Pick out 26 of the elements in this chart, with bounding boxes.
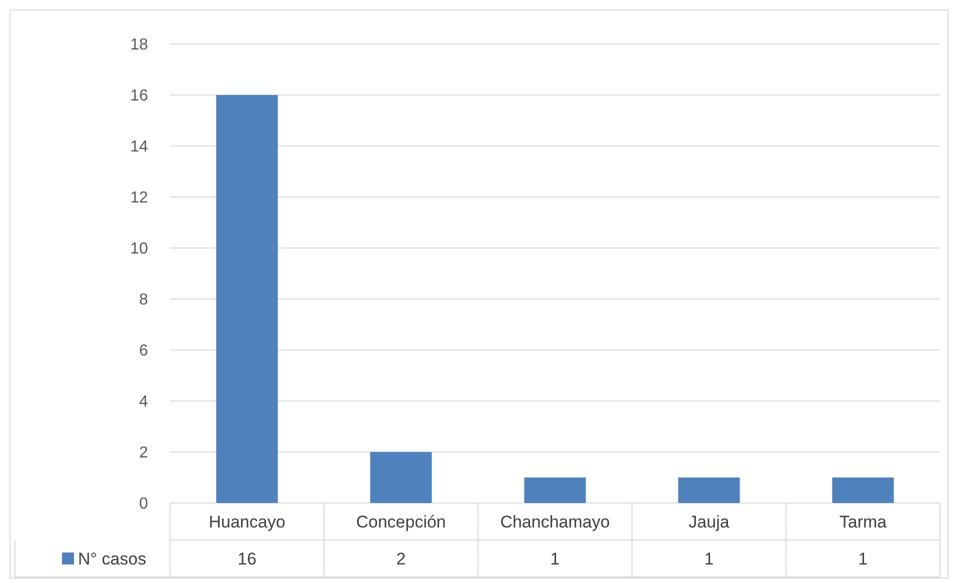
- x-tick-label: Jauja: [688, 512, 730, 532]
- y-tick-label: 16: [130, 88, 148, 105]
- y-tick-label: 18: [130, 36, 148, 54]
- x-tick-label: Tarma: [839, 512, 888, 532]
- bar: [216, 95, 278, 503]
- data-label: 16: [238, 549, 256, 568]
- data-label: 1: [550, 549, 560, 568]
- bar: [678, 478, 740, 503]
- x-tick-label: Huancayo: [208, 512, 286, 532]
- y-tick-label: 0: [139, 496, 148, 513]
- y-tick-label: 2: [139, 444, 148, 462]
- x-tick-label: Chanchamayo: [500, 512, 610, 532]
- y-tick-label: 12: [130, 190, 148, 207]
- bar: [370, 452, 432, 503]
- y-tick-label: 10: [130, 240, 148, 258]
- bar: [832, 478, 894, 503]
- x-tick-label: Concepción: [356, 512, 446, 532]
- y-tick-label: 4: [139, 394, 148, 411]
- y-tick-label: 14: [130, 138, 148, 156]
- data-label: 1: [858, 549, 868, 568]
- bar: [524, 478, 586, 503]
- data-label: 2: [396, 549, 406, 568]
- y-tick-label: 6: [139, 342, 148, 360]
- data-label: 1: [704, 549, 714, 568]
- y-tick-label: 8: [139, 292, 148, 309]
- legend-label: N° casos: [78, 549, 146, 568]
